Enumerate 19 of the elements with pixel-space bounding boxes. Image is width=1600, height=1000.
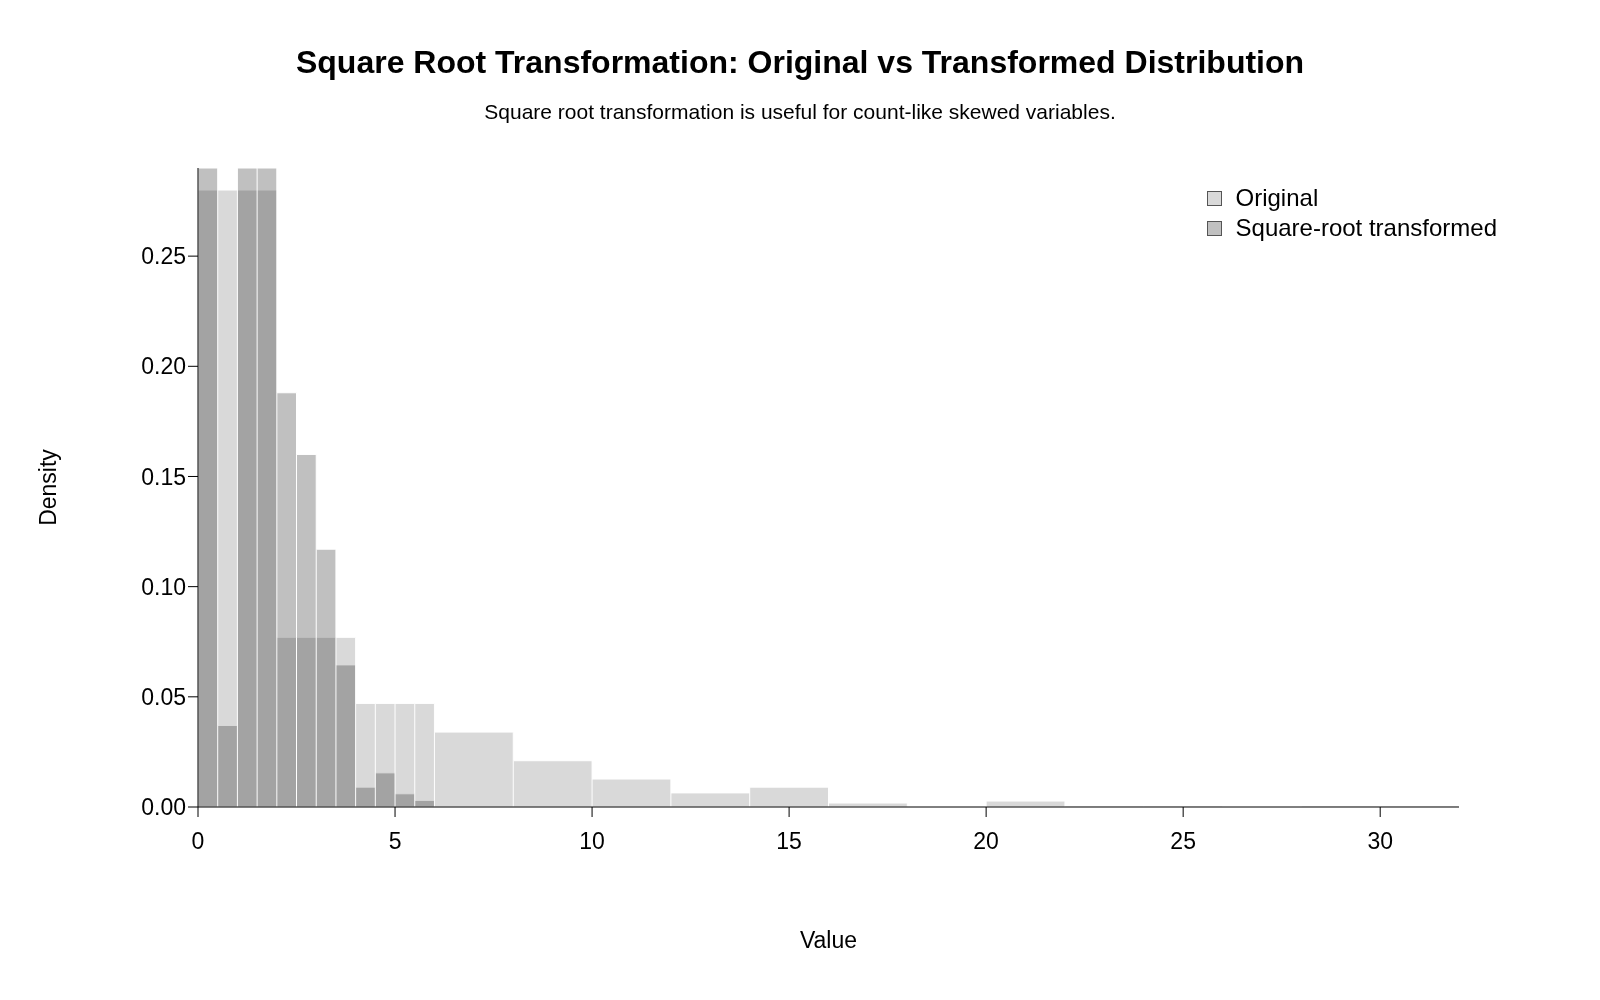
x-tick-label: 30 xyxy=(1367,828,1393,855)
y-tick-label: 0.25 xyxy=(141,243,186,270)
legend-label: Square-root transformed xyxy=(1235,214,1497,242)
x-tick-label: 25 xyxy=(1170,828,1196,855)
x-axis-title: Value xyxy=(799,927,858,954)
x-tick-label: 0 xyxy=(191,828,205,855)
y-tick-label: 0.05 xyxy=(141,683,186,710)
chart-subtitle: Square root transformation is useful for count-like skewed variables. xyxy=(483,100,1117,124)
chart-title: Square Root Transformation: Original vs Transformed Distribution xyxy=(294,44,1306,81)
y-tick-label: 0.10 xyxy=(141,573,186,600)
x-tick-label: 10 xyxy=(579,828,605,855)
x-tick-label: 15 xyxy=(776,828,802,855)
x-tick-label: 20 xyxy=(973,828,999,855)
y-tick-label: 0.20 xyxy=(141,353,186,380)
y-tick-label: 0.15 xyxy=(141,463,186,490)
x-tick-label: 5 xyxy=(388,828,402,855)
y-axis-title: Density xyxy=(35,448,62,526)
y-tick-label: 0.00 xyxy=(141,794,186,821)
legend-label: Original xyxy=(1235,184,1319,212)
